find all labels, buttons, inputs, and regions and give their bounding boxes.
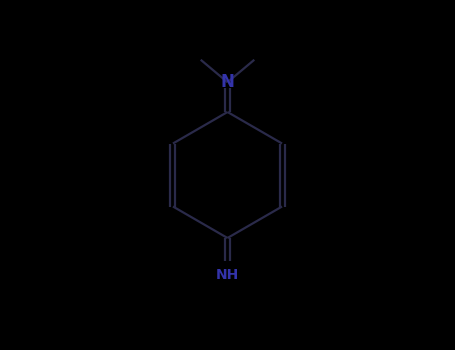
Text: N: N: [221, 73, 234, 91]
Text: NH: NH: [216, 268, 239, 282]
